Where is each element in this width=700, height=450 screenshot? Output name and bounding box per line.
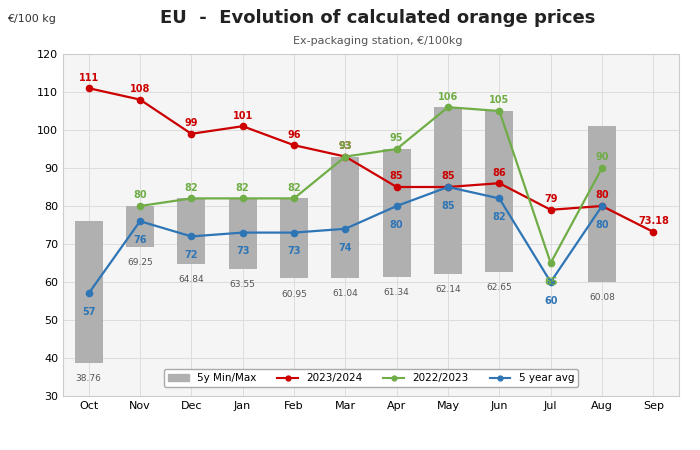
Text: 73: 73 [287, 247, 301, 256]
Text: 60.95: 60.95 [281, 289, 307, 298]
Text: 93: 93 [339, 141, 352, 151]
Text: 108: 108 [130, 84, 150, 94]
Text: 101: 101 [232, 111, 253, 121]
Bar [280, 198, 308, 279]
Text: 82: 82 [236, 183, 249, 193]
Text: €/100 kg: €/100 kg [7, 14, 56, 23]
Text: 62.65: 62.65 [486, 283, 512, 292]
Text: 63.55: 63.55 [230, 279, 256, 288]
Text: 61.34: 61.34 [384, 288, 409, 297]
Text: 60: 60 [544, 296, 557, 306]
Bar [331, 157, 360, 278]
Text: 64.84: 64.84 [178, 274, 204, 284]
Bar [382, 149, 411, 277]
Text: 85: 85 [441, 171, 455, 181]
Text: 76: 76 [133, 235, 147, 245]
Text: 90: 90 [595, 153, 609, 162]
Text: 99: 99 [185, 118, 198, 128]
Text: 93: 93 [339, 141, 352, 151]
Text: 95: 95 [390, 134, 403, 144]
Text: 86: 86 [493, 168, 506, 178]
Text: 106: 106 [438, 92, 458, 102]
Text: 74: 74 [339, 243, 352, 253]
Bar [588, 126, 616, 282]
Text: 82: 82 [185, 183, 198, 193]
Bar [228, 198, 257, 269]
Text: 73.18: 73.18 [638, 216, 668, 226]
Text: 80: 80 [390, 220, 403, 230]
Text: 82: 82 [493, 212, 506, 222]
Bar [74, 221, 103, 363]
Text: 85: 85 [441, 201, 455, 211]
Text: 65: 65 [544, 277, 557, 287]
Bar [177, 198, 205, 264]
Text: 82: 82 [287, 183, 301, 193]
Text: 79: 79 [544, 194, 557, 204]
Bar [126, 206, 154, 247]
Text: Ex-packaging station, €/100kg: Ex-packaging station, €/100kg [293, 36, 463, 46]
Text: 62.14: 62.14 [435, 285, 461, 294]
Text: 57: 57 [82, 307, 95, 317]
Text: 105: 105 [489, 95, 510, 105]
Text: 72: 72 [185, 250, 198, 260]
Text: 80: 80 [595, 220, 609, 230]
Text: 61.04: 61.04 [332, 289, 358, 298]
Text: 60.08: 60.08 [589, 293, 615, 302]
Text: EU  -  Evolution of calculated orange prices: EU - Evolution of calculated orange pric… [160, 9, 596, 27]
Text: 85: 85 [390, 171, 403, 181]
Text: 96: 96 [287, 130, 301, 140]
Text: 69.25: 69.25 [127, 258, 153, 267]
Text: 111: 111 [78, 72, 99, 83]
Text: 80: 80 [133, 190, 147, 200]
Text: 80: 80 [595, 190, 609, 200]
Legend: 5y Min/Max, 2023/2024, 2022/2023, 5 year avg: 5y Min/Max, 2023/2024, 2022/2023, 5 year… [164, 369, 578, 387]
Bar [434, 107, 462, 274]
Bar [485, 111, 513, 272]
Text: 73: 73 [236, 247, 249, 256]
Text: 38.76: 38.76 [76, 374, 101, 383]
